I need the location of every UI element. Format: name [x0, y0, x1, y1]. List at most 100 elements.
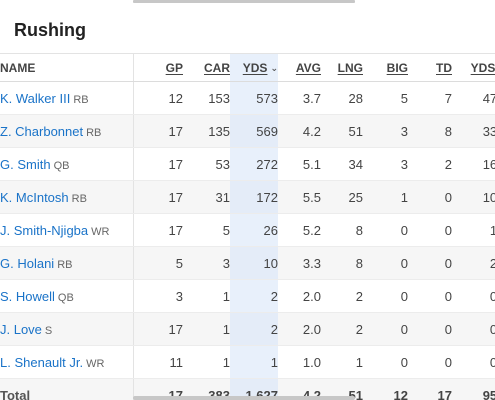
avg-cell: 3.3 [278, 246, 321, 280]
column-header-yds[interactable]: YDS ⌄ [230, 54, 278, 82]
column-header-lng[interactable]: LNG [321, 54, 363, 82]
player-link[interactable]: G. Holani [0, 255, 55, 271]
td-cell: 0 [408, 180, 452, 214]
avg-cell: 5.5 [278, 180, 321, 214]
avg-cell: 5.1 [278, 147, 321, 181]
column-header-big[interactable]: BIG [363, 54, 408, 82]
player-link[interactable]: L. Shenault Jr. [0, 354, 84, 370]
car-cell: 153 [183, 81, 230, 115]
column-header-gp[interactable]: GP [133, 54, 183, 82]
yds-cell: 2 [230, 279, 278, 313]
big-cell: 3 [363, 147, 408, 181]
td-cell: 2 [408, 147, 452, 181]
ydsg-cell: 0.7 [452, 279, 495, 313]
yds-cell: 573 [230, 81, 278, 115]
td-cell: 0 [408, 246, 452, 280]
car-cell: 53 [183, 147, 230, 181]
ydsg-cell: 2.0 [452, 246, 495, 280]
car-cell: 5 [183, 213, 230, 247]
player-link[interactable]: J. Smith-Njigba [0, 222, 89, 238]
ydsg-cell: 0.1 [452, 345, 495, 379]
lng-cell: 25 [321, 180, 363, 214]
lng-cell: 2 [321, 279, 363, 313]
column-header-car[interactable]: CAR [183, 54, 230, 82]
big-cell: 12 [363, 378, 408, 400]
gp-cell: 17 [133, 147, 183, 181]
gp-cell: 17 [133, 312, 183, 346]
car-cell: 1 [183, 312, 230, 346]
player-cell: S. Howell QB [0, 279, 134, 313]
big-cell: 1 [363, 180, 408, 214]
big-cell: 0 [363, 213, 408, 247]
horizontal-scrollbar-bottom[interactable] [133, 396, 355, 400]
position-label: RB [86, 126, 102, 139]
ydsg-cell: 95.7 [452, 378, 495, 400]
big-cell: 0 [363, 345, 408, 379]
lng-cell: 34 [321, 147, 363, 181]
player-cell: G. Smith QB [0, 147, 134, 181]
ydsg-cell: 47.8 [452, 81, 495, 115]
td-cell: 0 [408, 345, 452, 379]
player-cell: K. McIntosh RB [0, 180, 134, 214]
avg-cell: 4.2 [278, 114, 321, 148]
td-cell: 0 [408, 213, 452, 247]
position-label: QB [57, 291, 74, 304]
big-cell: 0 [363, 312, 408, 346]
player-link[interactable]: K. McIntosh [0, 189, 69, 205]
big-cell: 0 [363, 246, 408, 280]
yds-cell: 1 [230, 345, 278, 379]
avg-cell: 2.0 [278, 279, 321, 313]
car-cell: 135 [183, 114, 230, 148]
player-link[interactable]: Z. Charbonnet [0, 123, 84, 139]
yds-cell: 10 [230, 246, 278, 280]
column-header-name[interactable]: NAME [0, 54, 134, 82]
player-cell: G. Holani RB [0, 246, 134, 280]
position-label: WR [91, 225, 110, 238]
yds-cell: 272 [230, 147, 278, 181]
player-cell: Z. Charbonnet RB [0, 114, 134, 148]
ydsg-cell: 16.0 [452, 147, 495, 181]
player-cell: J. Love S [0, 312, 134, 346]
section-title: Rushing [14, 20, 86, 40]
player-cell: J. Smith-Njigba WR [0, 213, 134, 247]
player-cell: L. Shenault Jr. WR [0, 345, 134, 379]
column-header-avg[interactable]: AVG [278, 54, 321, 82]
player-cell: K. Walker III RB [0, 81, 134, 115]
position-label: WR [86, 357, 105, 370]
total-label: Total [0, 378, 134, 400]
avg-cell: 1.0 [278, 345, 321, 379]
column-header-td[interactable]: TD [408, 54, 452, 82]
player-link[interactable]: J. Love [0, 321, 42, 337]
horizontal-scrollbar-top[interactable] [133, 0, 355, 3]
rushing-stats-table: NAME GP CAR YDS⌄ AVG LNG BIG TD YDS/G K.… [0, 54, 495, 400]
ydsg-cell: 0.1 [452, 312, 495, 346]
gp-cell: 17 [133, 180, 183, 214]
ydsg-cell: 10.1 [452, 180, 495, 214]
big-cell: 5 [363, 81, 408, 115]
total-row: Total 17 383 1,627 4.2 51 12 17 95.7 [0, 378, 495, 400]
table-row: L. Shenault Jr.WR 11 1 1 1.0 1 0 0 0.1 [0, 345, 495, 379]
gp-cell: 5 [133, 246, 183, 280]
yds-cell: 569 [230, 114, 278, 148]
car-cell: 1 [183, 345, 230, 379]
big-cell: 0 [363, 279, 408, 313]
position-label: RB [71, 192, 87, 205]
chevron-down-icon: ⌄ [270, 62, 278, 73]
td-cell: 0 [408, 279, 452, 313]
lng-cell: 28 [321, 81, 363, 115]
yds-cell: 26 [230, 213, 278, 247]
player-link[interactable]: G. Smith [0, 156, 51, 172]
position-label: S [44, 324, 53, 337]
gp-cell: 17 [133, 114, 183, 148]
player-link[interactable]: S. Howell [0, 288, 55, 304]
lng-cell: 8 [321, 213, 363, 247]
player-link[interactable]: K. Walker III [0, 90, 71, 106]
column-header-ydsg[interactable]: YDS/G [452, 54, 495, 82]
car-cell: 1 [183, 279, 230, 313]
